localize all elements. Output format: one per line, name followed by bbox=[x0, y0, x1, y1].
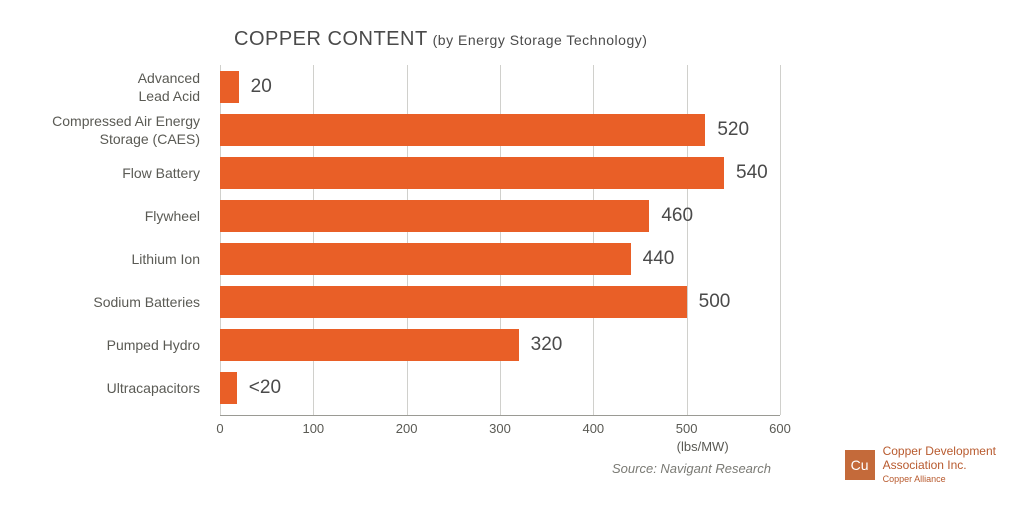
category-label: AdvancedLead Acid bbox=[30, 70, 200, 105]
bar bbox=[220, 200, 649, 232]
logo-line1: Copper Development bbox=[883, 445, 996, 459]
bar-row: 320 bbox=[220, 329, 562, 361]
cda-logo: Cu Copper Development Association Inc. C… bbox=[845, 445, 996, 484]
category-label: Lithium Ion bbox=[30, 251, 200, 269]
bar-row: 440 bbox=[220, 243, 674, 275]
bar-value: 460 bbox=[661, 205, 693, 227]
cu-logo-icon: Cu bbox=[845, 450, 875, 480]
x-tick-label: 200 bbox=[396, 421, 418, 436]
bar-row: 20 bbox=[220, 71, 272, 103]
source-text: Source: Navigant Research bbox=[612, 461, 771, 476]
x-axis-baseline bbox=[220, 415, 780, 416]
bar-value: <20 bbox=[249, 377, 281, 399]
bar-row: 460 bbox=[220, 200, 693, 232]
x-tick-label: 100 bbox=[302, 421, 324, 436]
bar bbox=[220, 114, 705, 146]
logo-box-text: Cu bbox=[851, 457, 869, 473]
gridline bbox=[780, 65, 781, 415]
bar-value: 520 bbox=[717, 119, 749, 141]
x-tick-label: 500 bbox=[676, 421, 698, 436]
logo-line2: Association Inc. bbox=[883, 459, 996, 473]
bar bbox=[220, 243, 631, 275]
category-label: Pumped Hydro bbox=[30, 337, 200, 355]
plot-area: 0100200300400500600(lbs/MW)Source: Navig… bbox=[220, 65, 780, 435]
bar-row: <20 bbox=[220, 372, 281, 404]
logo-text: Copper Development Association Inc. Copp… bbox=[883, 445, 996, 484]
x-tick-label: 300 bbox=[489, 421, 511, 436]
bar-row: 520 bbox=[220, 114, 749, 146]
bar bbox=[220, 372, 237, 404]
chart-container: COPPER CONTENT (by Energy Storage Techno… bbox=[30, 20, 810, 490]
chart-title: COPPER CONTENT (by Energy Storage Techno… bbox=[234, 28, 647, 51]
x-axis-label: (lbs/MW) bbox=[677, 439, 729, 454]
title-sub: (by Energy Storage Technology) bbox=[433, 32, 648, 48]
bar bbox=[220, 329, 519, 361]
bar-row: 500 bbox=[220, 286, 730, 318]
bar-row: 540 bbox=[220, 157, 768, 189]
category-label: Sodium Batteries bbox=[30, 294, 200, 312]
x-tick-label: 600 bbox=[769, 421, 791, 436]
title-main: COPPER CONTENT bbox=[234, 28, 428, 50]
category-label: Flow Battery bbox=[30, 165, 200, 183]
bar-value: 500 bbox=[699, 291, 731, 313]
bar bbox=[220, 71, 239, 103]
x-tick-label: 400 bbox=[582, 421, 604, 436]
x-tick-label: 0 bbox=[216, 421, 223, 436]
category-label: Flywheel bbox=[30, 208, 200, 226]
bar bbox=[220, 286, 687, 318]
bar-value: 540 bbox=[736, 162, 768, 184]
bar-value: 440 bbox=[643, 248, 675, 270]
bar-value: 320 bbox=[531, 334, 563, 356]
bar bbox=[220, 157, 724, 189]
category-label: Ultracapacitors bbox=[30, 380, 200, 398]
category-label: Compressed Air EnergyStorage (CAES) bbox=[30, 113, 200, 148]
logo-line3: Copper Alliance bbox=[883, 474, 996, 484]
bar-value: 20 bbox=[251, 76, 272, 98]
